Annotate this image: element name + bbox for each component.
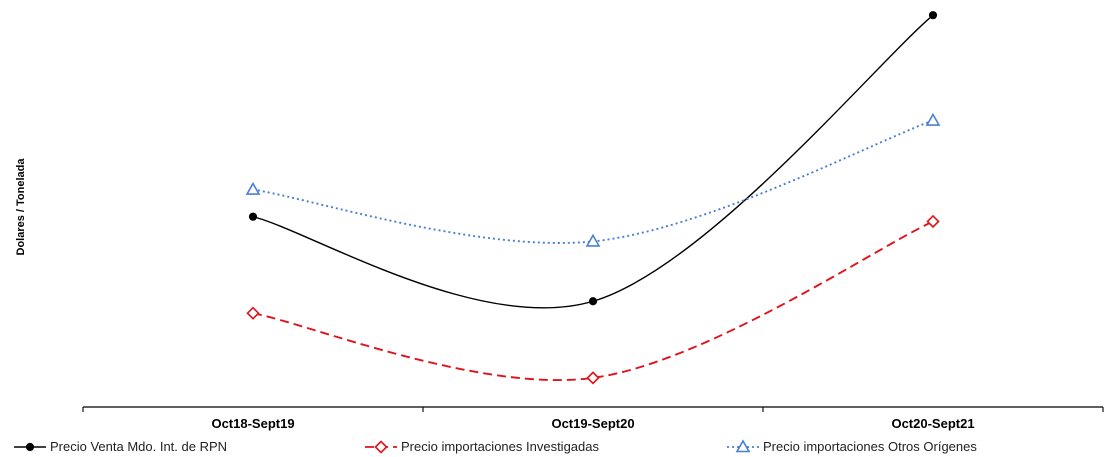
legend-label: Precio Venta Mdo. Int. de RPN xyxy=(50,439,227,454)
data-point xyxy=(248,212,258,221)
x-tick-label: Oct20-Sept21 xyxy=(891,416,974,431)
series-line xyxy=(252,119,934,244)
data-point xyxy=(245,181,261,195)
x-tick-label: Oct19-Sept20 xyxy=(551,416,634,431)
x-tick-label: Oct18-Sept19 xyxy=(211,416,294,431)
legend: Precio Venta Mdo. Int. de RPN Precio impo… xyxy=(14,439,977,454)
series-line xyxy=(252,220,934,382)
legend-item: Precio importaciones Investigadas xyxy=(365,439,599,454)
data-point xyxy=(925,112,941,126)
x-axis-ticks xyxy=(82,407,1104,412)
data-point xyxy=(588,297,598,306)
legend-label: Precio importaciones Investigadas xyxy=(401,439,599,454)
series-layer xyxy=(245,11,941,385)
legend-marker-swatch xyxy=(25,442,35,452)
legend-item: Precio Venta Mdo. Int. de RPN xyxy=(14,439,227,454)
data-point xyxy=(585,233,601,247)
y-axis-label: Dolares / Tonelada xyxy=(15,158,27,256)
data-point xyxy=(246,306,260,320)
data-point xyxy=(586,371,600,385)
legend-item: Precio importaciones Otros Orígenes xyxy=(727,439,977,454)
series-line xyxy=(252,14,934,309)
legend-marker-swatch xyxy=(374,440,388,454)
data-point xyxy=(926,214,940,229)
data-point xyxy=(928,11,938,20)
legend-marker-swatch xyxy=(735,439,751,453)
x-axis-tick-labels: Oct18-Sept19 Oct19-Sept20 Oct20-Sept21 xyxy=(211,416,974,431)
legend-label: Precio importaciones Otros Orígenes xyxy=(763,439,977,454)
